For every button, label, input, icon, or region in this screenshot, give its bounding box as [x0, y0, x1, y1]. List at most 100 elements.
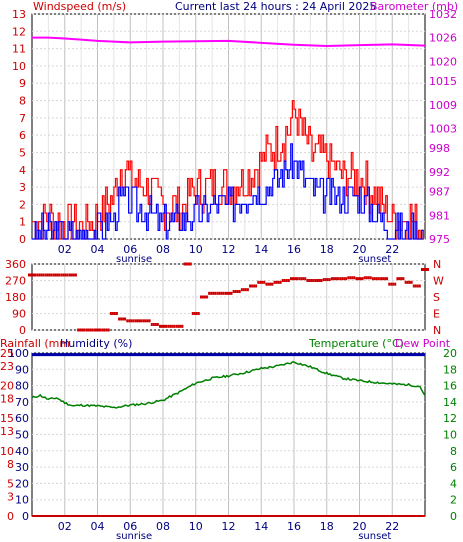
humidity-axis-title: Humidity (%) [60, 337, 132, 350]
direction-point [308, 279, 311, 282]
direction-point [187, 262, 190, 266]
temperature-tick-label: 12 [443, 412, 457, 425]
temperature-tick-label: 14 [443, 396, 457, 409]
compass-tick-label: N [433, 324, 441, 337]
direction-point [167, 324, 170, 328]
direction-point [173, 324, 176, 328]
x-tick-label: 08 [156, 243, 170, 256]
direction-point [74, 273, 77, 277]
direction-point [183, 262, 186, 266]
barometer-tick-label: 987 [429, 186, 450, 199]
direction-point [191, 312, 194, 315]
humidity-tick-label: 10 [15, 494, 29, 507]
direction-point [265, 282, 268, 286]
direction-point [281, 279, 284, 282]
direction-point [185, 262, 188, 266]
direction-point [324, 278, 327, 282]
direction-point [316, 279, 319, 282]
direction-point [249, 284, 252, 288]
direction-point [38, 273, 41, 277]
direction-point [384, 277, 387, 281]
windspeed-tick-label: 5 [19, 146, 26, 159]
direction-point [179, 324, 182, 328]
direction-point [322, 278, 325, 282]
direction-tick-label: 180 [5, 291, 26, 304]
x-tick-label: 16 [287, 243, 301, 256]
barometer-tick-label: 1032 [429, 8, 457, 21]
x-tick-label: 10 [189, 520, 203, 533]
direction-point [298, 277, 301, 281]
humidity-tick-label: 50 [15, 429, 29, 442]
direction-point [271, 282, 274, 286]
humidity-tick-label: 90 [15, 363, 29, 376]
barometer-tick-label: 992 [429, 166, 450, 179]
direction-point [199, 295, 202, 299]
direction-point [109, 312, 112, 315]
direction-point [353, 276, 356, 280]
x-tick-label: 10 [189, 243, 203, 256]
windspeed-tick-label: 3 [19, 181, 26, 194]
direction-point [122, 317, 125, 321]
direction-point [285, 279, 288, 282]
direction-point [208, 291, 211, 295]
direction-point [52, 273, 55, 277]
humidity-tick-label: 30 [15, 461, 29, 474]
windspeed-tick-label: 7 [19, 112, 26, 125]
direction-point [294, 277, 296, 281]
x-tick-label: 12 [222, 243, 236, 256]
direction-point [355, 277, 358, 281]
compass-tick-label: S [433, 291, 440, 304]
direction-point [146, 319, 149, 323]
barometer-tick-label: 1009 [429, 99, 457, 112]
direction-point [402, 277, 405, 281]
rainfall-tick-label: 20 [0, 380, 14, 393]
direction-point [261, 280, 264, 284]
direction-point [189, 262, 192, 266]
direction-point [318, 279, 321, 282]
x-tick-label: 16 [287, 520, 301, 533]
windspeed-tick-label: 12 [12, 25, 26, 38]
humidity-tick-label: 80 [15, 380, 29, 393]
direction-point [212, 291, 215, 295]
temperature-tick-label: 2 [450, 494, 457, 507]
direction-point [36, 273, 39, 277]
compass-tick-label: W [433, 275, 444, 288]
x-tick-label: 20 [353, 520, 367, 533]
direction-point [68, 273, 71, 277]
direction-point [306, 279, 309, 282]
direction-point [62, 273, 65, 277]
compass-tick-label: E [433, 308, 440, 321]
direction-point [193, 312, 196, 315]
direction-point [279, 280, 282, 284]
direction-tick-label: 270 [5, 275, 26, 288]
direction-point [95, 328, 98, 332]
temperature-series-line [31, 361, 426, 409]
direction-point [304, 277, 307, 281]
direction-point [58, 273, 61, 277]
direction-point [396, 277, 399, 281]
direction-point [269, 282, 272, 286]
windspeed-axis-title: Windspeed (m/s) [33, 0, 126, 13]
direction-point [242, 288, 245, 292]
direction-point [386, 277, 389, 281]
direction-point [277, 280, 280, 284]
direction-point [150, 323, 153, 326]
direction-tick-label: 360 [5, 258, 26, 271]
direction-point [48, 273, 51, 277]
direction-point [255, 284, 258, 288]
windspeed-tick-label: 1 [19, 216, 26, 229]
direction-point [44, 273, 47, 277]
direction-point [214, 291, 217, 295]
direction-point [161, 324, 163, 328]
direction-point [169, 324, 172, 328]
direction-point [361, 277, 364, 281]
direction-point [234, 290, 237, 293]
direction-point [201, 295, 204, 299]
windspeed-tick-label: 10 [12, 60, 26, 73]
direction-point [113, 312, 116, 315]
rainfall-tick-label: 8 [7, 458, 14, 471]
direction-point [421, 268, 423, 271]
temperature-tick-label: 20 [443, 347, 457, 360]
direction-point [118, 317, 121, 321]
direction-point [101, 328, 104, 332]
